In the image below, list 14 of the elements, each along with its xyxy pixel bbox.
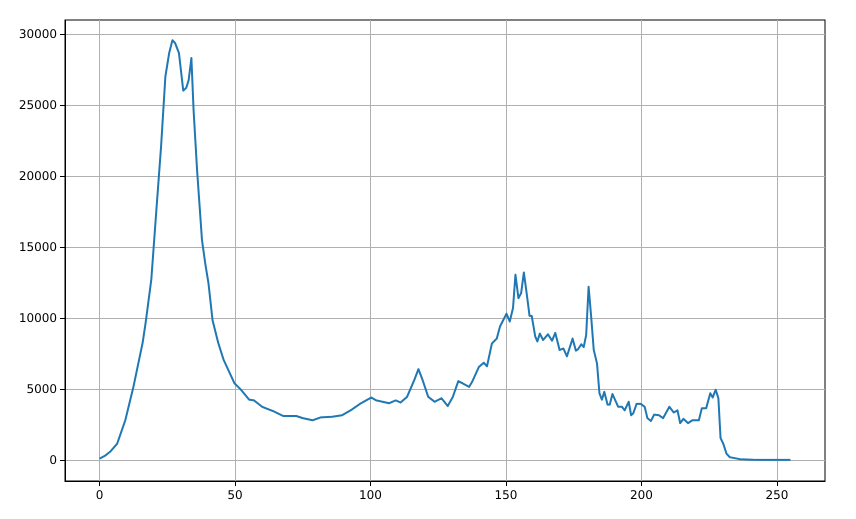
x-tick-label: 0 [96,488,104,502]
y-tick-label: 5000 [26,382,57,396]
x-tick-label: 100 [359,488,382,502]
y-tick-label: 30000 [18,26,57,41]
x-tick-label: 200 [630,488,653,502]
y-tick-label: 15000 [18,240,57,254]
y-tick-label: 0 [49,453,57,468]
y-tick-label: 20000 [18,168,57,183]
x-tick-label: 50 [227,488,243,502]
x-tick-label: 250 [765,488,788,502]
y-tick-label: 25000 [18,98,57,112]
line-series [98,39,792,461]
y-tick-label: 10000 [18,310,57,325]
x-tick-label: 150 [494,488,518,502]
